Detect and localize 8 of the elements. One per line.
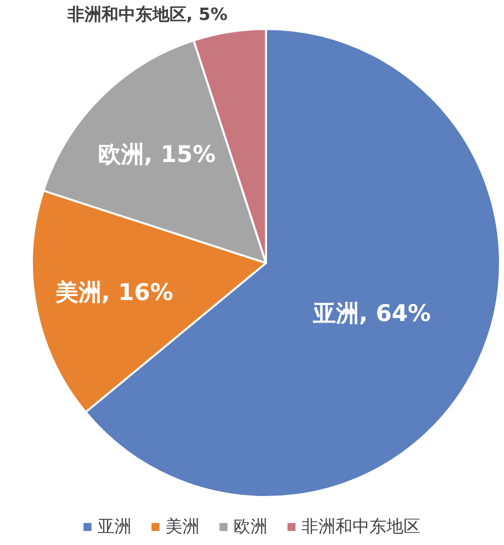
data-label: 亚洲, 64%: [312, 300, 431, 327]
data-label: 非洲和中东地区, 5%: [66, 5, 228, 26]
data-label: 欧洲, 15%: [98, 142, 216, 168]
legend-label: 欧洲: [234, 517, 268, 537]
slice-label: 亚洲: [98, 517, 132, 537]
legend-label: 非洲和中东地区: [302, 517, 420, 537]
legend-label: 美洲: [166, 517, 200, 537]
data-label: 美洲, 16%: [54, 278, 174, 306]
